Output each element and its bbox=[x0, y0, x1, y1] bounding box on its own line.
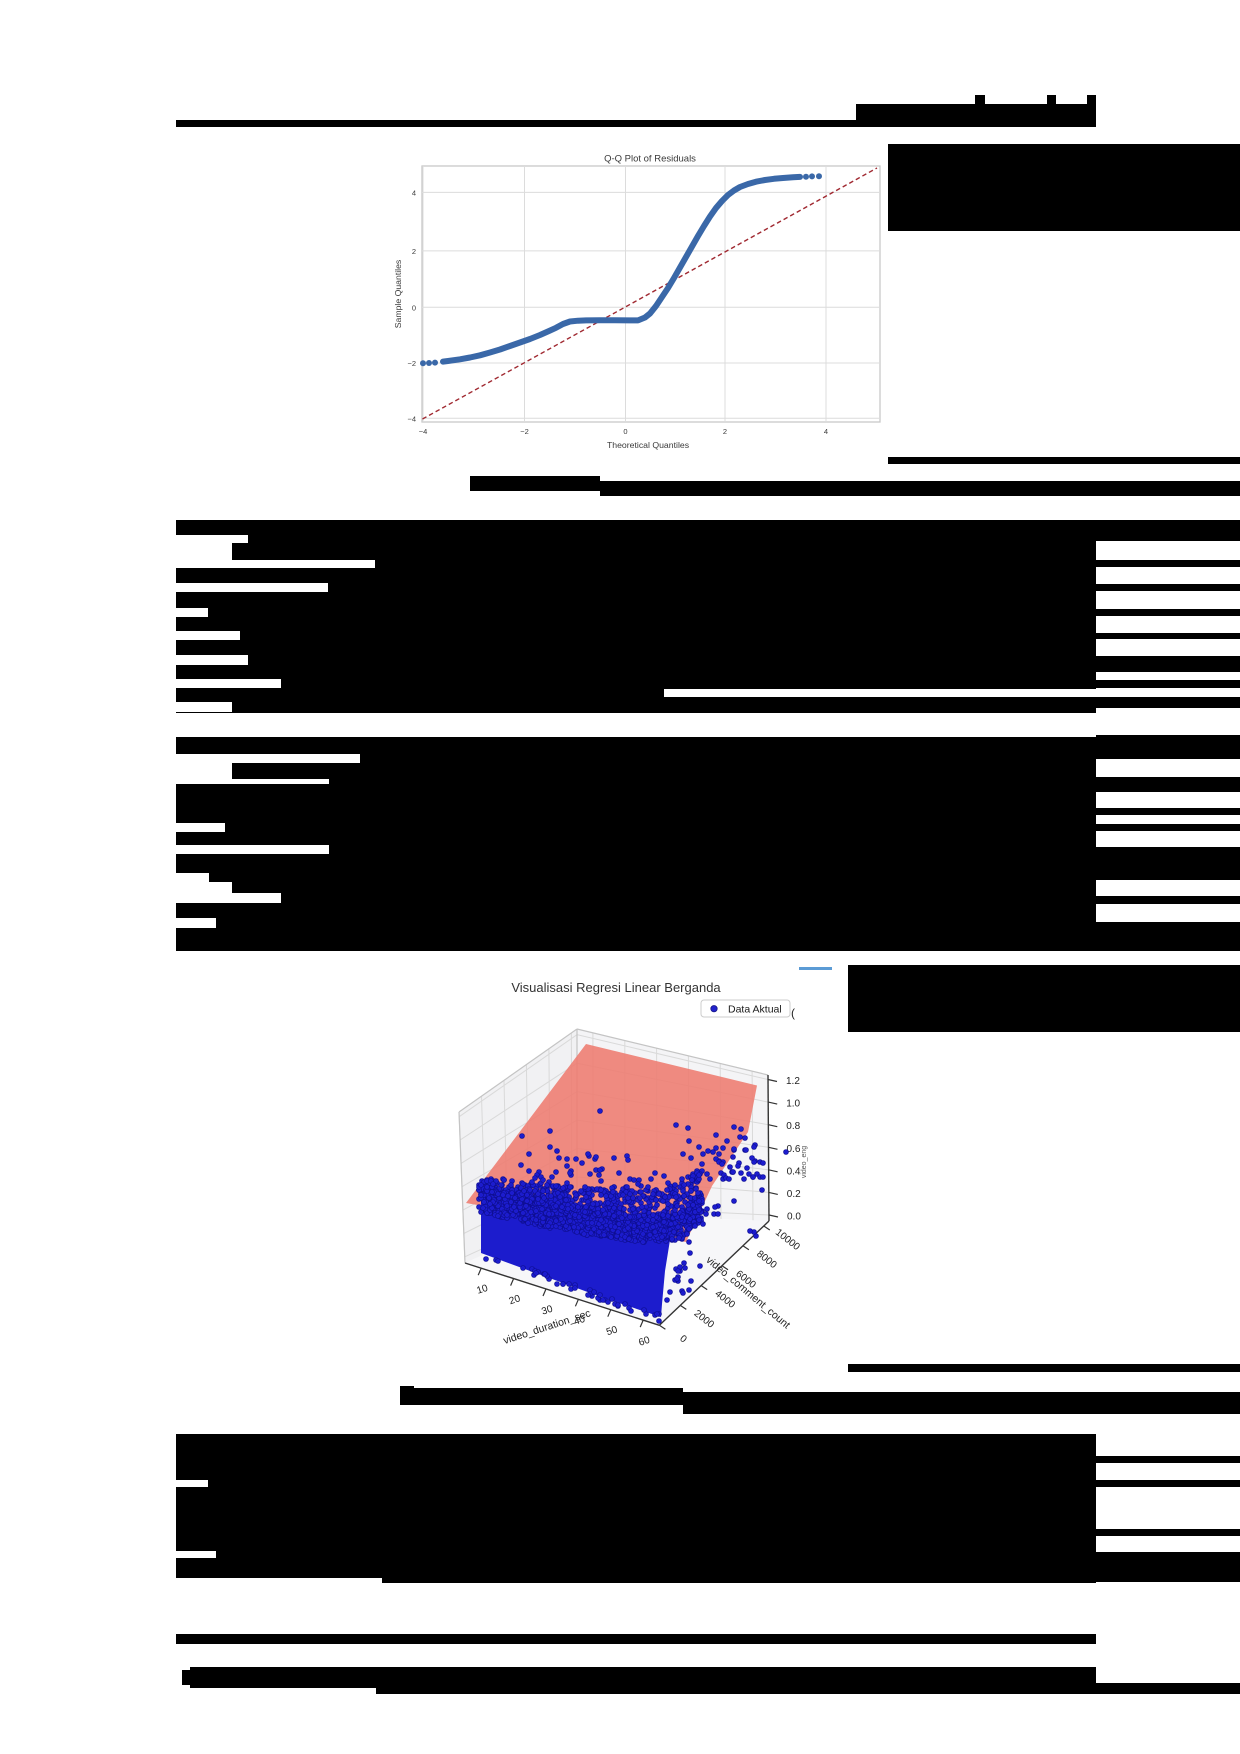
svg-text:2: 2 bbox=[723, 427, 727, 436]
svg-text:10: 10 bbox=[475, 1283, 489, 1297]
svg-text:30: 30 bbox=[540, 1304, 554, 1318]
svg-text:Visualisasi Regresi Linear Ber: Visualisasi Regresi Linear Berganda bbox=[511, 980, 721, 995]
svg-text:−4: −4 bbox=[419, 427, 428, 436]
svg-text:40: 40 bbox=[573, 1314, 587, 1328]
svg-text:2000: 2000 bbox=[692, 1308, 717, 1331]
svg-text:60: 60 bbox=[637, 1335, 651, 1349]
svg-text:0.8: 0.8 bbox=[786, 1121, 800, 1132]
svg-text:Sample Quantiles: Sample Quantiles bbox=[393, 259, 403, 328]
svg-text:20: 20 bbox=[508, 1293, 522, 1307]
svg-text:Theoretical Quantiles: Theoretical Quantiles bbox=[607, 440, 690, 450]
svg-text:0: 0 bbox=[677, 1333, 689, 1345]
svg-text:Data Aktual: Data Aktual bbox=[728, 1004, 782, 1016]
svg-text:1.2: 1.2 bbox=[786, 1076, 800, 1087]
svg-text:10000: 10000 bbox=[773, 1227, 802, 1253]
svg-text:0.2: 0.2 bbox=[787, 1189, 801, 1200]
svg-text:−2: −2 bbox=[407, 359, 416, 368]
svg-text:(: ( bbox=[791, 1006, 795, 1020]
svg-text:0.4: 0.4 bbox=[787, 1166, 801, 1177]
svg-text:0: 0 bbox=[412, 303, 416, 312]
svg-text:0.6: 0.6 bbox=[787, 1144, 801, 1155]
svg-text:−4: −4 bbox=[407, 414, 416, 423]
svg-text:1.0: 1.0 bbox=[786, 1099, 800, 1110]
svg-text:0.0: 0.0 bbox=[787, 1212, 801, 1223]
svg-text:−2: −2 bbox=[520, 427, 529, 436]
svg-text:4: 4 bbox=[824, 427, 828, 436]
svg-text:50: 50 bbox=[605, 1324, 619, 1338]
svg-text:video_eng: video_eng bbox=[801, 1146, 808, 1178]
svg-text:8000: 8000 bbox=[754, 1249, 779, 1272]
svg-text:4: 4 bbox=[412, 188, 416, 197]
svg-text:2: 2 bbox=[412, 247, 416, 256]
svg-text:4000: 4000 bbox=[713, 1288, 738, 1311]
svg-text:0: 0 bbox=[623, 427, 627, 436]
svg-text:Q-Q Plot of Residuals: Q-Q Plot of Residuals bbox=[604, 154, 696, 165]
